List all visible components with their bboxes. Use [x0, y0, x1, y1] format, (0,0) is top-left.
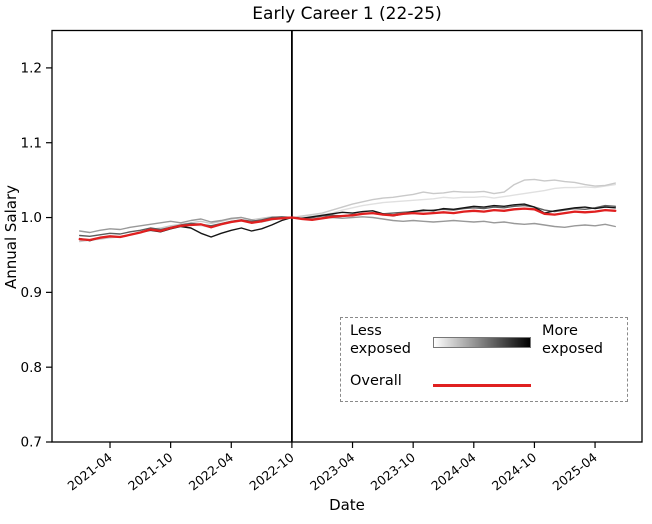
x-tick-label: 2025-04: [550, 450, 600, 494]
x-tick-label: 2022-04: [186, 450, 236, 494]
series-line-exposure-quintile-2: [78, 178, 616, 243]
y-tick-label: 1.2: [21, 61, 42, 77]
plot-border: [51, 29, 643, 443]
series-line-overall: [78, 207, 617, 242]
y-tick-label: 1.0: [21, 210, 42, 226]
x-tick-label: 2022-10: [246, 450, 296, 494]
x-axis-label: Date: [329, 496, 365, 514]
legend-overall-line-swatch: [433, 384, 531, 387]
legend-overall-label: Overall: [350, 373, 402, 389]
x-tick-label: 2024-10: [489, 450, 539, 494]
y-tick-label: 1.1: [21, 135, 42, 151]
legend-more-exposed-label: More exposed: [542, 323, 604, 358]
x-tick-label: 2021-10: [125, 450, 175, 494]
y-tick-label: 0.9: [21, 285, 42, 301]
series-line-exposure-quintile-3: [78, 216, 616, 234]
y-tick-label: 0.7: [21, 435, 42, 451]
y-tick-label: 0.8: [21, 360, 42, 376]
x-tick-label: 2023-04: [307, 450, 357, 494]
exposure-gradient-bar: [433, 337, 531, 348]
y-axis-label: Annual Salary: [2, 184, 20, 290]
x-tick-label: 2024-04: [428, 450, 478, 494]
legend-less-exposed-label: Less exposed: [350, 323, 412, 358]
chart-title: Early Career 1 (22-25): [252, 4, 442, 24]
x-tick-label: 2021-04: [64, 450, 114, 494]
legend-box: Less exposed More exposed Overall: [340, 317, 628, 402]
x-tick-label: 2023-10: [368, 450, 418, 494]
